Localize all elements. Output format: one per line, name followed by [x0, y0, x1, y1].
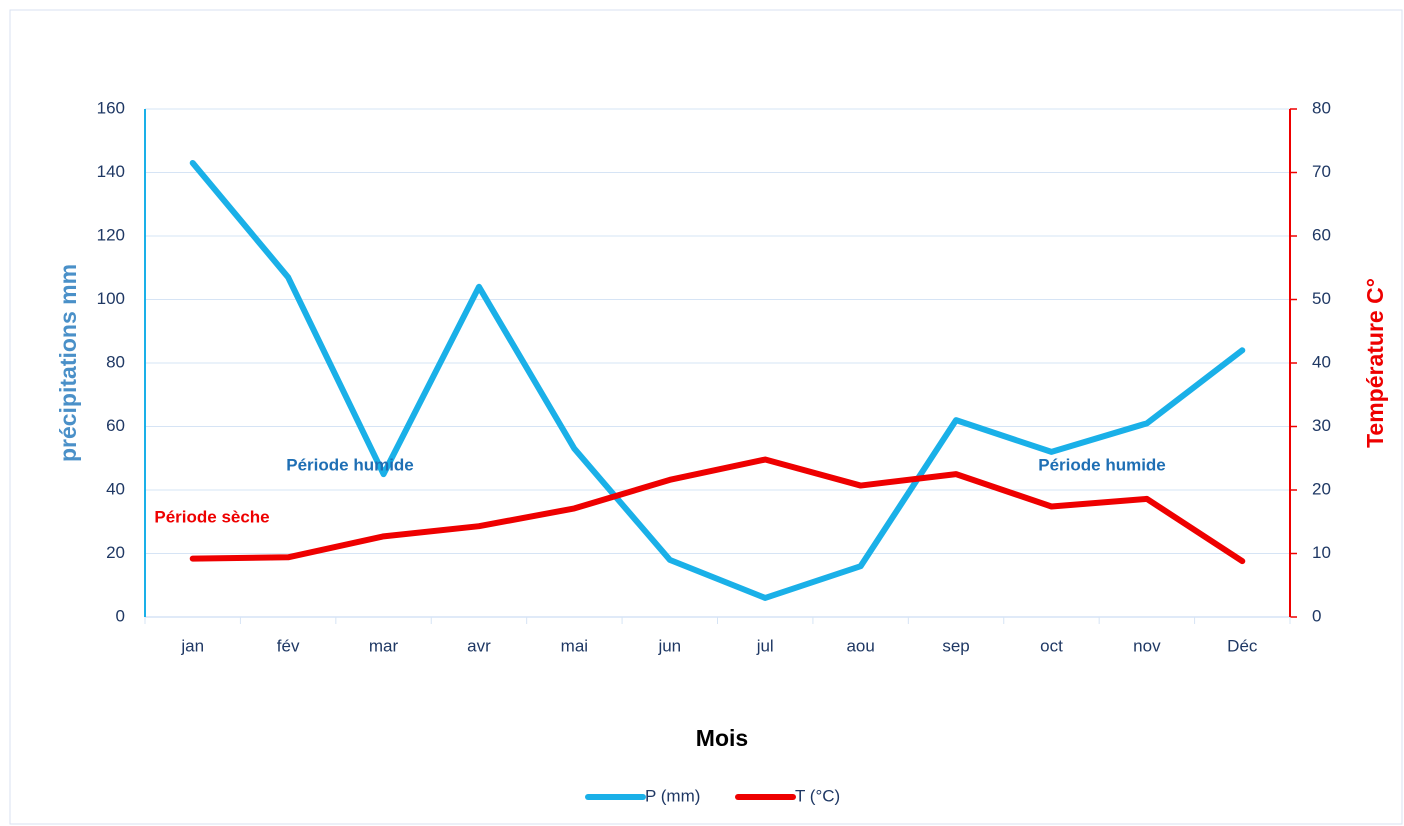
y-tick-label: 160 [97, 98, 125, 117]
x-tick-label: fév [277, 636, 300, 655]
y-tick-label: 80 [106, 352, 125, 371]
y2-tick-label: 60 [1312, 225, 1331, 244]
x-tick-label: mar [369, 636, 399, 655]
chart-border [9, 9, 1403, 825]
x-tick-label: oct [1040, 636, 1063, 655]
y2-tick-label: 10 [1312, 543, 1331, 562]
x-tick-label: Déc [1227, 636, 1258, 655]
y-axis-title: précipitations mm [55, 264, 81, 462]
x-tick-label: jul [756, 636, 774, 655]
x-tick-label: nov [1133, 636, 1161, 655]
y2-tick-label: 70 [1312, 162, 1331, 181]
y-tick-label: 120 [97, 225, 125, 244]
x-tick-label: aou [846, 636, 874, 655]
y2-tick-label: 40 [1312, 352, 1331, 371]
y-tick-label: 40 [106, 479, 125, 498]
line-series [189, 456, 1246, 565]
y2-tick-label: 0 [1312, 606, 1321, 625]
y-tick-label: 100 [97, 289, 125, 308]
line-series [189, 159, 1246, 601]
x-tick-label: avr [467, 636, 491, 655]
legend-label: T (°C) [795, 786, 840, 805]
x-tick-label: mai [561, 636, 588, 655]
x-axis-title: Mois [696, 725, 748, 751]
x-tick-label: jun [657, 636, 681, 655]
y-tick-label: 140 [97, 162, 125, 181]
y-tick-label: 20 [106, 543, 125, 562]
y2-axis-title: Température C° [1362, 278, 1388, 448]
y-tick-label: 60 [106, 416, 125, 435]
legend-label: P (mm) [645, 786, 700, 805]
y-tick-label: 0 [116, 606, 125, 625]
y2-tick-label: 30 [1312, 416, 1331, 435]
x-tick-label: jan [180, 636, 204, 655]
y2-tick-label: 80 [1312, 98, 1331, 117]
annotation: Période sèche [154, 507, 269, 526]
y2-tick-label: 20 [1312, 479, 1331, 498]
annotation: Période humide [286, 455, 414, 474]
y2-tick-label: 50 [1312, 289, 1331, 308]
annotation: Période humide [1038, 455, 1166, 474]
x-tick-label: sep [942, 636, 969, 655]
